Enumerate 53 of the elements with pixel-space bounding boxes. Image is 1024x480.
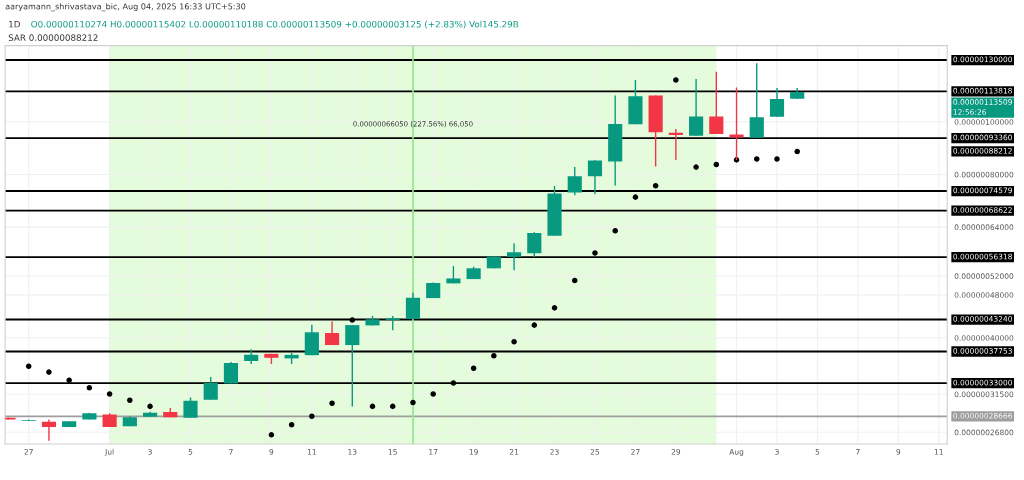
point — [309, 413, 315, 419]
text: aaryamann_shrivastava_bic, Aug 04, 2025 16:33 UTC+5:30 — [5, 3, 246, 12]
candlestick — [345, 324, 360, 408]
candlestick — [183, 396, 198, 419]
point — [25, 363, 32, 370]
candlestick — [587, 159, 603, 195]
point — [612, 228, 618, 234]
point — [268, 432, 275, 438]
point — [511, 339, 517, 345]
point — [450, 380, 457, 386]
candlestick — [709, 71, 724, 135]
point — [288, 421, 295, 428]
point — [774, 156, 780, 162]
point — [592, 250, 598, 256]
point — [753, 156, 760, 162]
candlestick — [689, 78, 704, 137]
candlestick — [223, 361, 239, 385]
point — [794, 148, 800, 155]
point — [430, 391, 436, 397]
chart-subtitle: O0.00000110274 H0.00000115402 L0.00000110188 C0.00000113509 +0.00000003125 (+2.83%) Vol145.29B — [31, 20, 519, 29]
point — [127, 397, 133, 404]
candlestick — [769, 87, 785, 118]
point — [329, 400, 335, 406]
candlestick — [507, 242, 522, 271]
point — [693, 164, 699, 170]
point — [410, 399, 416, 406]
point — [86, 385, 93, 391]
point — [369, 403, 376, 410]
point — [551, 305, 558, 311]
candlestick — [527, 231, 542, 258]
candlestick — [567, 166, 582, 196]
point — [66, 377, 72, 384]
point — [389, 403, 396, 410]
text: SAR 0.00000088212 — [8, 34, 98, 41]
point — [106, 391, 113, 397]
point — [349, 317, 356, 323]
point — [491, 353, 497, 359]
point — [470, 365, 477, 371]
candlestick — [304, 324, 319, 356]
chart-title: 1D — [9, 21, 20, 28]
candlestick — [203, 376, 218, 401]
point — [652, 182, 659, 189]
point — [531, 322, 538, 328]
point — [571, 277, 578, 284]
point — [632, 194, 639, 200]
candlestick — [405, 292, 421, 320]
candlestick — [749, 62, 764, 139]
point — [673, 77, 679, 83]
candlestick — [244, 348, 259, 365]
point — [713, 161, 720, 168]
point — [46, 369, 52, 375]
point — [147, 403, 153, 410]
candlestick — [41, 418, 57, 442]
